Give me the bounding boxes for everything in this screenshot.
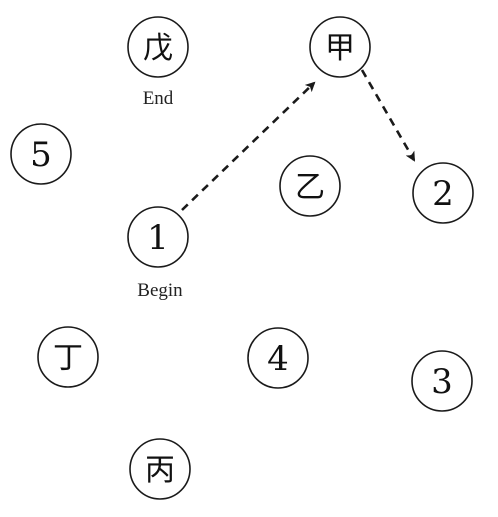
edge-1-to-jia xyxy=(181,81,316,211)
node-3: 3 xyxy=(411,350,473,412)
node-yi: 乙 xyxy=(279,155,341,217)
begin-caption: Begin xyxy=(137,280,183,301)
node-bing: 丙 xyxy=(129,438,191,500)
node-wu-label: 戊 xyxy=(143,31,173,66)
node-1: 1 xyxy=(127,206,189,268)
node-4-label: 4 xyxy=(267,339,289,379)
node-ding-label: 丁 xyxy=(53,341,83,376)
node-jia: 甲 xyxy=(309,16,371,78)
node-wu: 戊 xyxy=(127,16,189,78)
end-caption: End xyxy=(143,88,174,109)
node-2: 2 xyxy=(412,162,474,224)
node-3-label: 3 xyxy=(431,362,453,402)
node-jia-label: 甲 xyxy=(325,31,355,66)
node-2-label: 2 xyxy=(432,174,454,214)
node-4: 4 xyxy=(247,327,309,389)
node-yi-label: 乙 xyxy=(295,170,325,205)
node-5: 5 xyxy=(10,123,72,185)
edge-jia-to-2 xyxy=(360,69,416,162)
node-ding: 丁 xyxy=(37,326,99,388)
node-5-label: 5 xyxy=(30,135,52,175)
node-bing-label: 丙 xyxy=(145,453,175,488)
node-1-label: 1 xyxy=(147,218,169,258)
